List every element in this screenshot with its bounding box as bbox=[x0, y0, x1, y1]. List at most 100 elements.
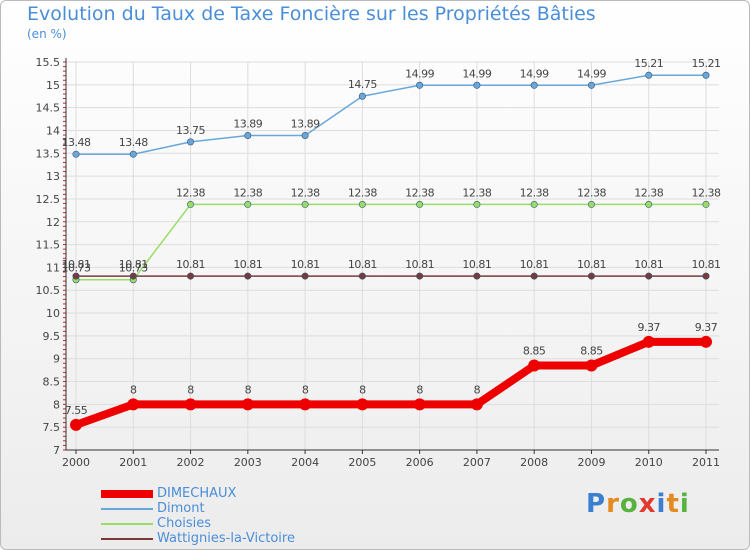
data-label: 14.75 bbox=[348, 78, 377, 91]
data-label: 12.38 bbox=[692, 186, 721, 199]
y-tick-label: 15.5 bbox=[36, 56, 61, 69]
data-label: 12.38 bbox=[462, 186, 491, 199]
legend-label: Wattignies-la-Victoire bbox=[157, 531, 295, 546]
x-tick-label: 2001 bbox=[119, 456, 147, 469]
data-point bbox=[301, 131, 309, 139]
data-label: 14.99 bbox=[405, 67, 434, 80]
data-label: 8 bbox=[302, 383, 309, 396]
series-dimont: 13.48 13.48 13.75 13.89 13.89 14.75 14.99 14.99… bbox=[62, 57, 721, 158]
data-label: 12.38 bbox=[348, 186, 377, 199]
x-tick-label: 2007 bbox=[463, 456, 491, 469]
data-point bbox=[700, 335, 712, 348]
data-point bbox=[413, 398, 426, 411]
logo-letter: r bbox=[606, 489, 620, 519]
legend-swatch bbox=[101, 522, 153, 525]
x-tick-label: 2006 bbox=[406, 456, 434, 469]
series-choisies: 10.73 10.73 12.38 12.38 12.38 12.38 12.38 12.38… bbox=[62, 186, 721, 284]
data-point bbox=[70, 418, 82, 431]
data-point bbox=[301, 200, 309, 208]
data-label: 13.89 bbox=[291, 117, 320, 130]
data-label: 12.38 bbox=[405, 186, 434, 199]
data-point bbox=[642, 335, 655, 348]
data-point bbox=[129, 272, 137, 280]
data-point bbox=[129, 150, 137, 158]
data-label: 12.38 bbox=[520, 186, 549, 199]
y-tick-label: 7.5 bbox=[43, 421, 61, 434]
data-point bbox=[356, 398, 369, 411]
data-label: 12.38 bbox=[291, 186, 320, 199]
data-point bbox=[645, 71, 653, 79]
y-tick-label: 14.5 bbox=[36, 102, 61, 115]
data-label: 9.37 bbox=[695, 321, 718, 334]
data-point bbox=[702, 272, 710, 280]
data-point bbox=[241, 398, 254, 411]
y-tick-label: 10.5 bbox=[36, 284, 61, 297]
data-point bbox=[358, 92, 366, 100]
data-point bbox=[187, 138, 195, 146]
y-tick-label: 12 bbox=[46, 216, 60, 229]
data-point bbox=[358, 200, 366, 208]
data-label: 15.21 bbox=[634, 57, 663, 70]
data-point bbox=[587, 272, 595, 280]
data-point bbox=[473, 272, 481, 280]
data-point bbox=[585, 359, 598, 372]
x-tick-label: 2000 bbox=[62, 456, 90, 469]
data-label: 8 bbox=[359, 383, 366, 396]
data-label: 8 bbox=[474, 383, 481, 396]
data-point bbox=[645, 272, 653, 280]
data-point bbox=[702, 71, 710, 79]
x-tick-label: 2003 bbox=[234, 456, 262, 469]
data-label: 10.73 bbox=[119, 262, 148, 275]
data-label: 10.81 bbox=[692, 258, 721, 271]
y-tick-label: 13.5 bbox=[36, 147, 61, 160]
legend-label: DIMECHAUX bbox=[157, 486, 237, 501]
data-point bbox=[244, 200, 252, 208]
data-point bbox=[473, 81, 481, 89]
y-tick-label: 9 bbox=[53, 353, 60, 366]
data-label: 9.37 bbox=[637, 321, 660, 334]
logo-letter: i bbox=[679, 489, 690, 519]
data-label: 8 bbox=[130, 383, 137, 396]
data-label: 10.81 bbox=[291, 258, 320, 271]
data-point bbox=[244, 131, 252, 139]
logo-letter: t bbox=[666, 489, 680, 519]
data-point bbox=[72, 150, 80, 158]
data-label: 7.55 bbox=[65, 404, 88, 417]
data-label: 8.85 bbox=[580, 345, 603, 358]
y-tick-label: 8.5 bbox=[43, 376, 61, 389]
data-label: 10.81 bbox=[62, 258, 91, 271]
data-label: 10.81 bbox=[462, 258, 491, 271]
data-point bbox=[184, 398, 197, 411]
data-label: 13.75 bbox=[176, 124, 205, 137]
y-tick-label: 11.5 bbox=[36, 239, 61, 252]
series-line bbox=[75, 74, 707, 155]
data-label: 14.99 bbox=[520, 67, 549, 80]
chart-subtitle: (en %) bbox=[27, 27, 67, 41]
data-point bbox=[530, 200, 538, 208]
series-line bbox=[72, 337, 710, 429]
y-tick-label: 8 bbox=[53, 398, 60, 411]
data-point bbox=[72, 272, 80, 280]
data-label: 13.48 bbox=[62, 136, 91, 149]
data-point bbox=[645, 200, 653, 208]
data-label: 12.38 bbox=[634, 186, 663, 199]
chart-title: Evolution du Taux de Taxe Foncière sur l… bbox=[27, 3, 596, 25]
data-point bbox=[587, 200, 595, 208]
data-label: 8.85 bbox=[523, 345, 546, 358]
logo-letter: o bbox=[619, 489, 639, 519]
data-label: 12.38 bbox=[577, 186, 606, 199]
logo-letter: i bbox=[656, 489, 667, 519]
y-tick-label: 10 bbox=[46, 307, 60, 320]
data-label: 13.48 bbox=[119, 136, 148, 149]
data-point bbox=[244, 272, 252, 280]
data-point bbox=[416, 81, 424, 89]
y-tick-label: 7 bbox=[53, 444, 60, 457]
legend-swatch bbox=[101, 537, 153, 540]
y-tick-label: 15 bbox=[46, 79, 60, 92]
data-point bbox=[416, 200, 424, 208]
series-dimechaux: 7.55 8 8 8 8 8 8 8 8.85 8.85 9.37 9.37 bbox=[65, 321, 718, 431]
x-tick-label: 2011 bbox=[692, 456, 720, 469]
data-point bbox=[301, 272, 309, 280]
y-tick-label: 11 bbox=[46, 261, 60, 274]
